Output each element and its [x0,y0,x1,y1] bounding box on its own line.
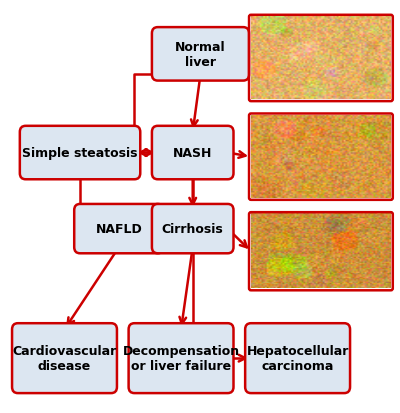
Text: NASH: NASH [173,147,212,160]
FancyBboxPatch shape [152,126,234,180]
Text: Cardiovascular
disease: Cardiovascular disease [12,344,117,372]
FancyBboxPatch shape [12,323,117,393]
FancyBboxPatch shape [152,28,249,81]
FancyBboxPatch shape [245,323,350,393]
Text: Hepatocellular
carcinoma: Hepatocellular carcinoma [246,344,349,372]
Text: Decompensation
or liver failure: Decompensation or liver failure [122,344,240,372]
FancyBboxPatch shape [129,323,234,393]
Text: NAFLD: NAFLD [96,223,142,235]
Text: Cirrhosis: Cirrhosis [162,223,224,235]
FancyBboxPatch shape [74,204,164,254]
Text: Simple steatosis: Simple steatosis [22,147,138,160]
FancyBboxPatch shape [152,204,234,254]
FancyBboxPatch shape [20,126,140,180]
Text: Normal
liver: Normal liver [175,41,226,69]
